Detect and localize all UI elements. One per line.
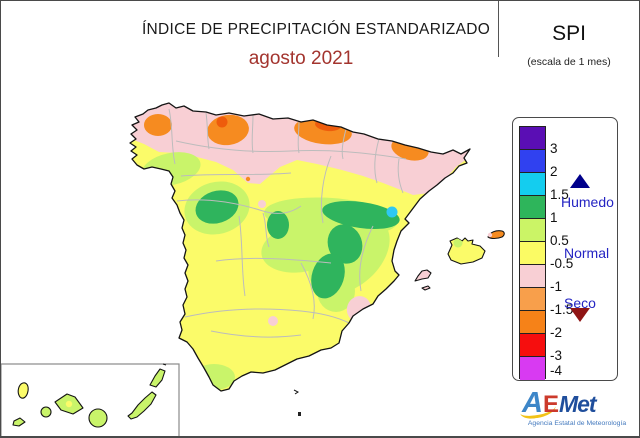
legend-tick: -0.5 — [550, 256, 574, 271]
island-lanzarote — [149, 368, 166, 388]
tenerife-yellow-spot — [65, 400, 73, 408]
island-el-hierro — [12, 417, 26, 427]
mallorca-green-spot — [453, 238, 463, 248]
legend-swatch — [520, 127, 545, 150]
legend-swatch — [520, 311, 545, 334]
legend-swatch — [520, 265, 545, 288]
legend-box: 3 2 1.5 1 0.5 -0.5 -1 -1.5 -2 -3 -4 Hume… — [512, 117, 618, 381]
peninsula-coastline — [129, 102, 471, 392]
logo-subtitle: Agencia Estatal de Meteorología — [527, 420, 627, 427]
legend-tick: 1.5 — [550, 187, 569, 202]
index-acronym: SPI — [552, 22, 586, 45]
aemet-logo: AEMet Agencia Estatal de Meteorología — [516, 387, 638, 435]
logo-wordmark: AEMet — [522, 387, 597, 420]
header-divider — [498, 1, 499, 57]
index-scale-note: (escala de 1 mes) — [527, 56, 611, 68]
legend-tick: 3 — [550, 141, 558, 156]
island-menorca — [487, 230, 505, 240]
island-la-gomera — [40, 406, 52, 418]
canary-inset — [1, 363, 180, 436]
legend-swatch — [520, 357, 545, 380]
province-borders — [168, 108, 407, 338]
legend-tick: -3 — [550, 348, 563, 363]
island-mallorca — [447, 237, 486, 265]
logo-letters-met: Met — [558, 391, 597, 417]
island-ibiza — [414, 269, 432, 282]
legend-tick: -1.5 — [550, 302, 574, 317]
legend-tick: -2 — [550, 325, 563, 340]
logo-letter-e: E — [542, 391, 559, 418]
wet-up-triangle-icon — [570, 174, 590, 188]
page-title: ÍNDICE DE PRECIPITACIÓN ESTANDARIZADO — [141, 21, 491, 38]
legend-colorbar — [519, 126, 546, 380]
island-gran-canaria — [88, 408, 108, 428]
legend-swatch — [520, 334, 545, 357]
legend-swatch — [520, 173, 545, 196]
regions-green — [195, 190, 400, 299]
legend-swatch — [520, 219, 545, 242]
legend-tick: 0.5 — [550, 233, 569, 248]
legend-dry-label: Seco — [564, 295, 596, 311]
legend-wet-label: Humedo — [561, 194, 614, 210]
menorca-pink-tip — [487, 232, 493, 238]
legend-tick: -4 — [550, 363, 563, 378]
map-iberian-peninsula — [129, 102, 471, 392]
legend-tick: -1 — [550, 279, 563, 294]
island-la-palma — [17, 382, 29, 399]
legend-tick: 2 — [550, 164, 558, 179]
legend-tick: 1 — [550, 210, 558, 225]
island-formentera — [421, 285, 431, 291]
la-graciosa-mark — [162, 363, 167, 366]
month-subtitle: agosto 2021 — [248, 48, 354, 69]
region-cyan-castellon — [386, 206, 398, 218]
melilla-mark — [298, 412, 301, 416]
legend-swatch — [520, 150, 545, 173]
dry-down-triangle-icon — [570, 308, 590, 322]
legend-swatch — [520, 242, 545, 265]
legend-swatch — [520, 288, 545, 311]
island-fuerteventura — [127, 391, 157, 420]
map-balearic-islands — [414, 230, 505, 291]
legend-swatch — [520, 196, 545, 219]
ceuta-mark — [293, 389, 299, 395]
legend-normal-label: Normal — [564, 245, 610, 261]
logo-letter-a: A — [522, 387, 543, 419]
